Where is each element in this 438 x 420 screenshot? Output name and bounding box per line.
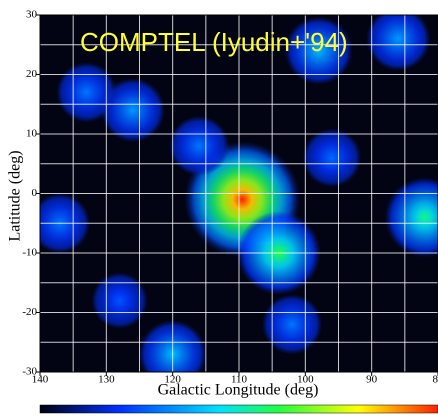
x-tick-label: 100 (297, 374, 314, 386)
x-tick-label: 120 (164, 374, 181, 386)
x-tick-label: 110 (231, 374, 248, 386)
chart-title: COMPTEL (Iyudin+'94) (80, 27, 348, 57)
source (100, 78, 165, 143)
source (169, 115, 230, 176)
y-axis-label: Latitude (deg) (7, 150, 24, 241)
y-tick-label: 20 (26, 68, 38, 80)
source (384, 177, 438, 258)
y-tick-label: 30 (26, 9, 38, 21)
y-tick-label: -20 (22, 306, 37, 318)
source (91, 272, 148, 329)
x-tick-label: 80 (433, 374, 438, 386)
y-tick-label: -30 (22, 366, 37, 378)
source (56, 62, 117, 123)
x-tick-label: 140 (32, 374, 49, 386)
x-tick-label: 90 (366, 374, 378, 386)
source (284, 16, 353, 85)
source (366, 15, 431, 71)
axes: 140 130 120 110 100 90 80 -30 -20 -10 0 10 20 30 (22, 9, 438, 386)
y-tick-label: 0 (32, 187, 38, 199)
x-axis-label: Galactic Longitude (deg) (158, 382, 319, 399)
color-bar (39, 404, 438, 414)
y-tick-label: 10 (26, 128, 38, 140)
x-tick-label: 130 (98, 374, 115, 386)
grid (40, 15, 438, 372)
source (262, 294, 323, 355)
y-tick-label: -10 (22, 247, 37, 259)
map-layer (40, 15, 438, 372)
source (302, 128, 362, 187)
